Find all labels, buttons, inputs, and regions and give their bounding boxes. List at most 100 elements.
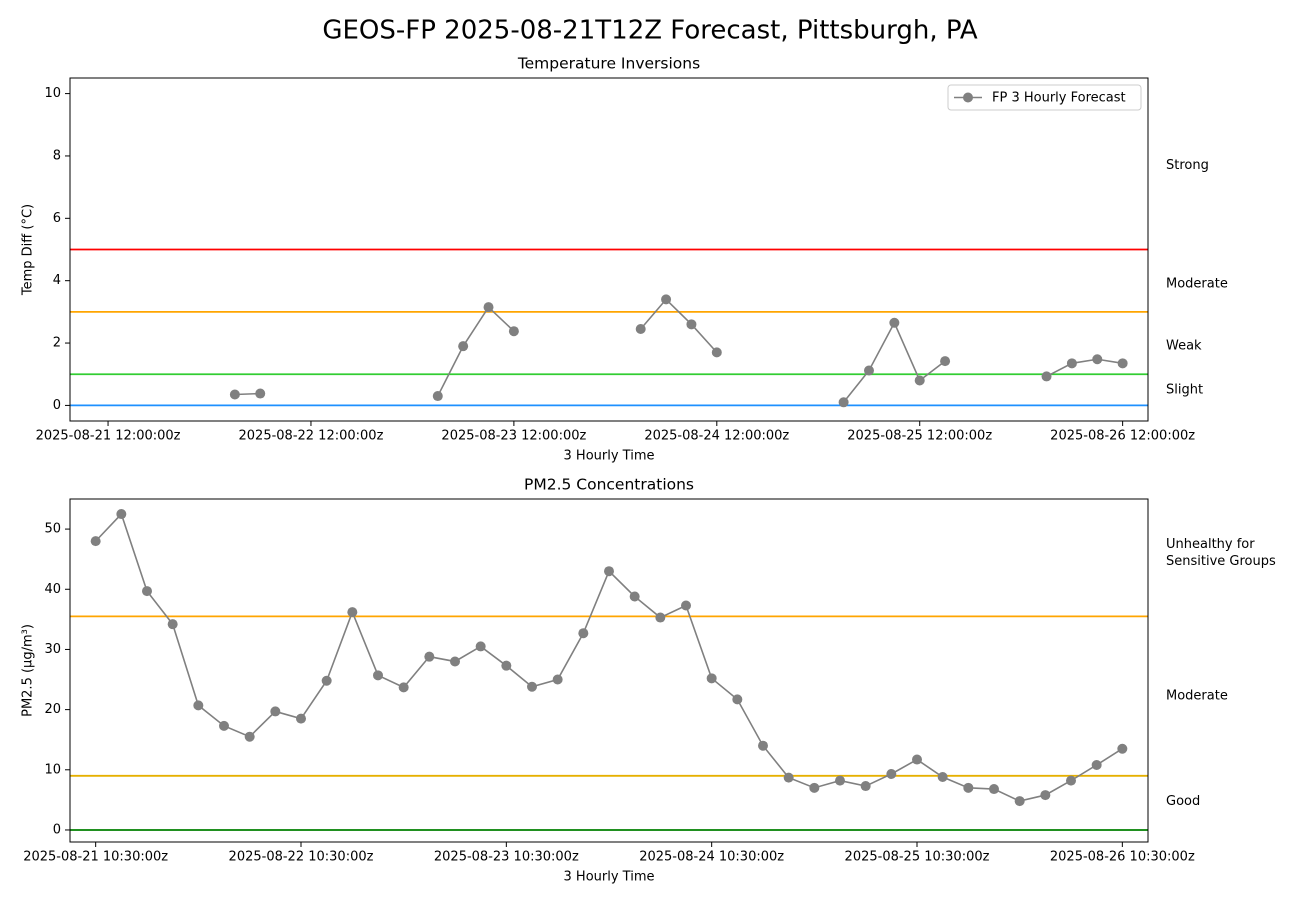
- series-marker: [886, 769, 897, 780]
- subplot-title: PM2.5 Concentrations: [524, 476, 694, 494]
- y-axis-label: PM2.5 (μg/m³): [21, 624, 36, 717]
- series-marker: [686, 319, 697, 330]
- series-line: [234, 298, 1123, 403]
- series-marker: [838, 397, 849, 408]
- series-marker: [1117, 743, 1128, 754]
- series-marker: [655, 612, 666, 623]
- series-marker: [711, 347, 722, 358]
- series-marker: [989, 784, 999, 795]
- zone-label: Moderate: [1166, 688, 1228, 703]
- x-axis-label: 3 Hourly Time: [564, 870, 655, 885]
- y-tick-label: 10: [44, 86, 61, 101]
- y-axis-label: Temp Diff (°C): [21, 204, 36, 296]
- x-tick-label: 2025-08-24 12:00:00z: [644, 429, 789, 444]
- series-marker: [835, 775, 845, 786]
- y-tick-label: 20: [44, 702, 61, 717]
- series-marker: [229, 389, 240, 400]
- legend-label: FP 3 Hourly Forecast: [992, 91, 1126, 106]
- y-tick-label: 0: [53, 398, 61, 413]
- series-marker: [940, 356, 951, 367]
- series-marker: [783, 772, 794, 783]
- series-marker: [219, 720, 229, 731]
- series-marker: [706, 673, 717, 684]
- zone-label: Unhealthy for: [1166, 537, 1255, 552]
- y-tick-label: 2: [53, 336, 61, 351]
- x-tick-label: 2025-08-26 10:30:00z: [1050, 850, 1195, 865]
- series-marker: [501, 660, 512, 671]
- x-tick-label: 2025-08-23 12:00:00z: [441, 429, 586, 444]
- zone-label: Sensitive Groups: [1166, 554, 1276, 569]
- axes-frame: [69, 498, 1149, 843]
- series-marker: [167, 619, 178, 630]
- series-marker: [681, 600, 691, 611]
- series-marker: [373, 670, 383, 681]
- series-marker: [193, 700, 204, 711]
- series-marker: [1066, 775, 1076, 786]
- series-marker: [458, 341, 469, 352]
- series-marker: [661, 294, 672, 305]
- series-marker: [398, 682, 409, 693]
- zone-label: Moderate: [1166, 276, 1228, 291]
- series-marker: [424, 651, 435, 662]
- y-tick-label: 8: [53, 148, 61, 163]
- series-marker: [347, 607, 358, 618]
- legend-box: [947, 84, 1142, 111]
- x-tick-label: 2025-08-23 10:30:00z: [434, 850, 579, 865]
- series-marker: [270, 706, 281, 717]
- series-marker: [912, 754, 922, 765]
- zone-label: Strong: [1166, 158, 1209, 173]
- series-marker: [527, 681, 537, 692]
- series-marker: [1092, 354, 1103, 365]
- series-marker: [629, 591, 640, 602]
- series-marker: [450, 656, 460, 667]
- series-marker: [552, 674, 563, 685]
- series-marker: [863, 365, 874, 376]
- series-marker: [937, 772, 948, 783]
- zone-label: Good: [1166, 794, 1200, 809]
- x-tick-label: 2025-08-24 10:30:00z: [639, 850, 784, 865]
- legend-marker: [963, 92, 973, 103]
- x-tick-label: 2025-08-21 10:30:00z: [23, 850, 168, 865]
- y-tick-label: 40: [44, 582, 61, 597]
- series-marker: [914, 375, 925, 386]
- series-marker: [244, 731, 255, 742]
- zone-label: Weak: [1166, 339, 1202, 354]
- series-marker: [758, 740, 768, 751]
- y-tick-label: 50: [44, 522, 61, 537]
- x-tick-label: 2025-08-25 12:00:00z: [847, 429, 992, 444]
- series-line: [95, 512, 1123, 802]
- series-marker: [321, 675, 332, 686]
- figure-title: GEOS-FP 2025-08-21T12Z Forecast, Pittsbu…: [322, 16, 978, 46]
- zone-label: Slight: [1166, 382, 1203, 397]
- series-marker: [635, 324, 646, 335]
- series-marker: [296, 713, 306, 724]
- series-marker: [1041, 371, 1052, 382]
- series-marker: [142, 586, 152, 597]
- series-marker: [116, 509, 127, 520]
- legend: FP 3 Hourly Forecast: [947, 84, 1142, 111]
- series-marker: [889, 317, 900, 328]
- series-marker: [483, 302, 494, 313]
- y-tick-label: 30: [44, 642, 61, 657]
- x-tick-label: 2025-08-25 10:30:00z: [845, 850, 990, 865]
- series-marker: [1014, 796, 1025, 807]
- series-marker: [432, 391, 443, 402]
- series-marker: [732, 694, 743, 705]
- x-tick-label: 2025-08-21 12:00:00z: [36, 429, 181, 444]
- y-tick-label: 0: [53, 822, 61, 837]
- axes-frame: [69, 77, 1149, 422]
- y-tick-label: 4: [53, 273, 61, 288]
- x-tick-label: 2025-08-26 12:00:00z: [1050, 429, 1195, 444]
- x-axis-label: 3 Hourly Time: [564, 449, 655, 464]
- series-marker: [604, 566, 614, 577]
- y-tick-label: 10: [44, 762, 61, 777]
- series-marker: [1066, 358, 1077, 369]
- series-marker: [809, 782, 820, 793]
- series-marker: [1117, 358, 1128, 369]
- x-tick-label: 2025-08-22 12:00:00z: [239, 429, 384, 444]
- series-marker: [1040, 790, 1051, 801]
- y-tick-label: 6: [53, 211, 61, 226]
- subplot-title: Temperature Inversions: [517, 55, 700, 73]
- x-tick-label: 2025-08-22 10:30:00z: [229, 850, 374, 865]
